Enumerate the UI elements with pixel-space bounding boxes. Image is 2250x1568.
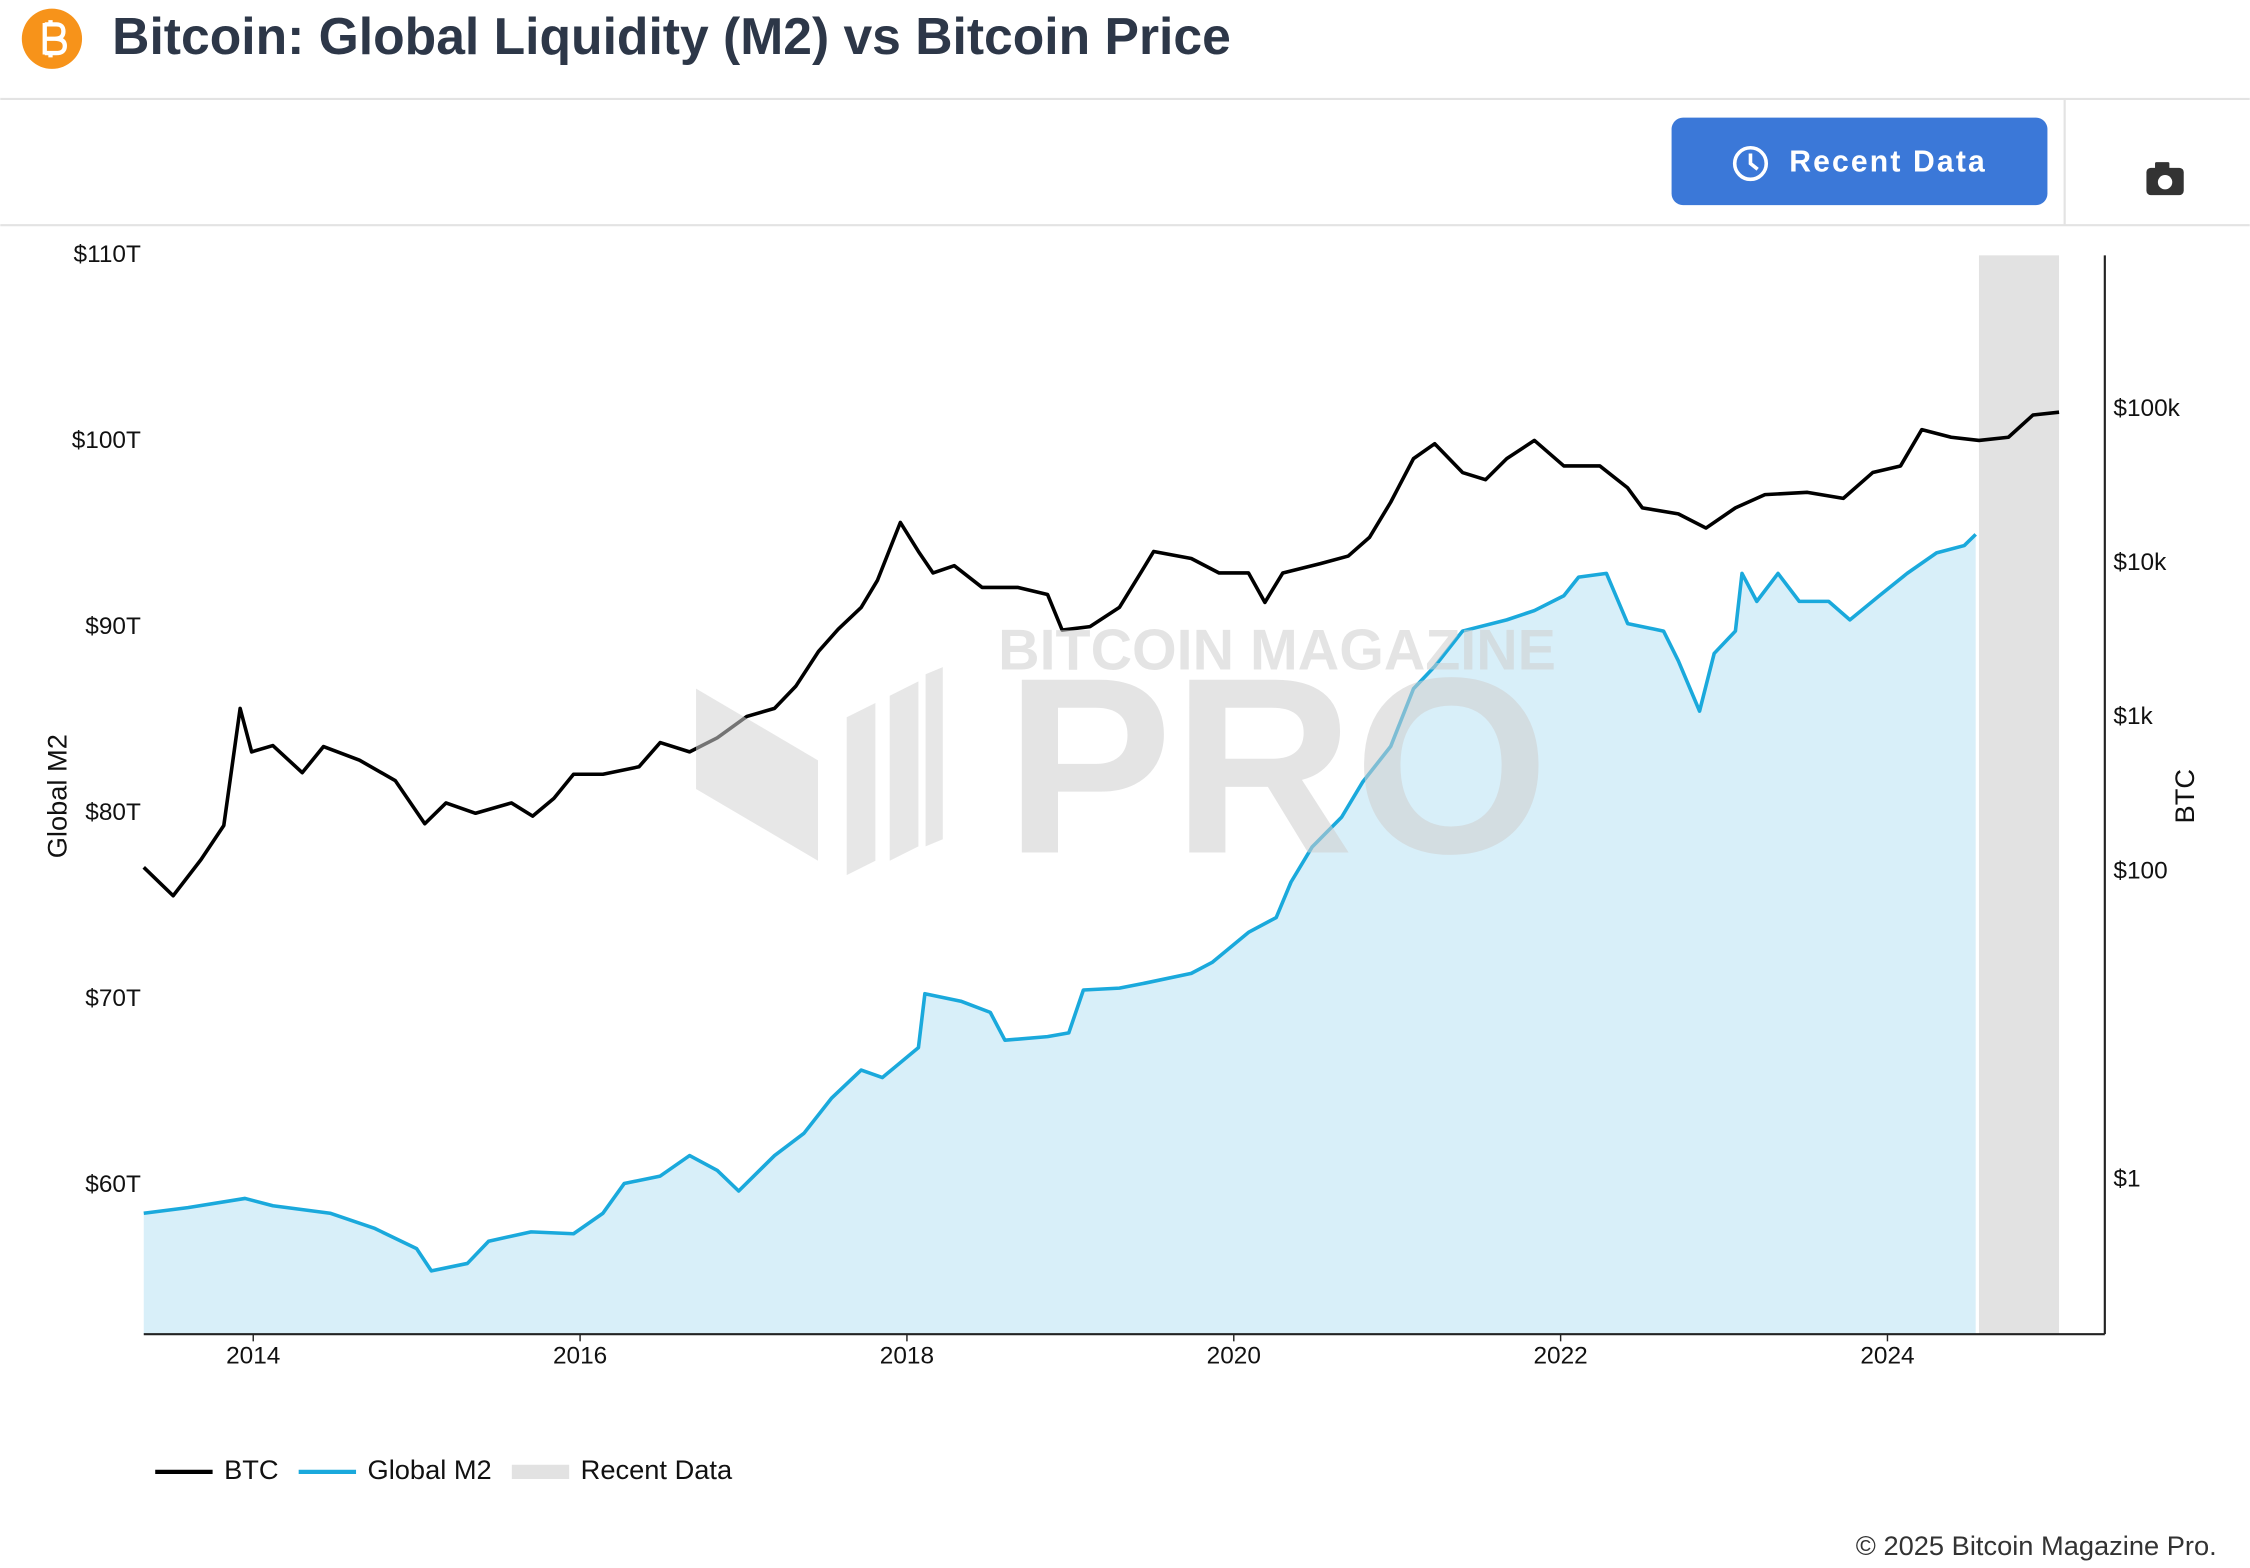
clock-hands bbox=[1748, 153, 1759, 171]
y2-tick-label: $100 bbox=[2113, 857, 2167, 884]
camera-lens[interactable] bbox=[2157, 175, 2173, 190]
y2-tick-label: $1 bbox=[2113, 1165, 2140, 1192]
watermark-logo bbox=[696, 667, 943, 876]
camera-button[interactable] bbox=[2146, 162, 2184, 196]
y-tick-label: $80T bbox=[85, 799, 141, 826]
x-tick-label: 2020 bbox=[1207, 1343, 1261, 1370]
watermark-line1: BITCOIN MAGAZINE bbox=[998, 618, 1556, 682]
y2-tick-label: $10k bbox=[2113, 549, 2167, 576]
recent-data-region bbox=[1978, 255, 2060, 1335]
x-tick-label: 2022 bbox=[1534, 1343, 1588, 1370]
line bbox=[142, 410, 2060, 898]
x-tick-label: 2016 bbox=[553, 1343, 607, 1370]
watermark-line2: PRO bbox=[1005, 626, 1549, 906]
area bbox=[143, 534, 1976, 1335]
y-tick-label: $60T bbox=[85, 1171, 141, 1198]
y2-tick-label: $100k bbox=[2113, 395, 2180, 422]
legend-label: Recent Data bbox=[581, 1454, 733, 1485]
y-tick-label: $100T bbox=[72, 427, 141, 454]
y-tick-label: $110T bbox=[74, 241, 141, 268]
y-axis-label: Global M2 bbox=[41, 734, 72, 858]
camera-top[interactable] bbox=[2155, 162, 2170, 171]
recent-data-button-label[interactable]: Recent Data bbox=[1789, 145, 1987, 178]
bitcoin-glyph bbox=[42, 20, 67, 58]
y-tick-label: $90T bbox=[85, 613, 141, 640]
y2-tick-label: $1k bbox=[2113, 703, 2153, 730]
x-tick-label: 2014 bbox=[226, 1343, 280, 1370]
x-tick-label: 2018 bbox=[880, 1343, 934, 1370]
x-tick-label: 2024 bbox=[1860, 1343, 1914, 1370]
copyright: © 2025 Bitcoin Magazine Pro. bbox=[1856, 1530, 2217, 1561]
y-tick-label: $70T bbox=[85, 985, 141, 1012]
recent-data-button[interactable] bbox=[1671, 117, 2048, 206]
legend-label: BTC bbox=[224, 1454, 279, 1485]
line bbox=[143, 533, 1977, 1273]
y2-axis-label: BTC bbox=[2169, 769, 2200, 824]
clock-icon bbox=[1732, 145, 1769, 182]
legend-label: Global M2 bbox=[368, 1454, 492, 1485]
page-title: Bitcoin: Global Liquidity (M2) vs Bitcoi… bbox=[112, 7, 1231, 65]
